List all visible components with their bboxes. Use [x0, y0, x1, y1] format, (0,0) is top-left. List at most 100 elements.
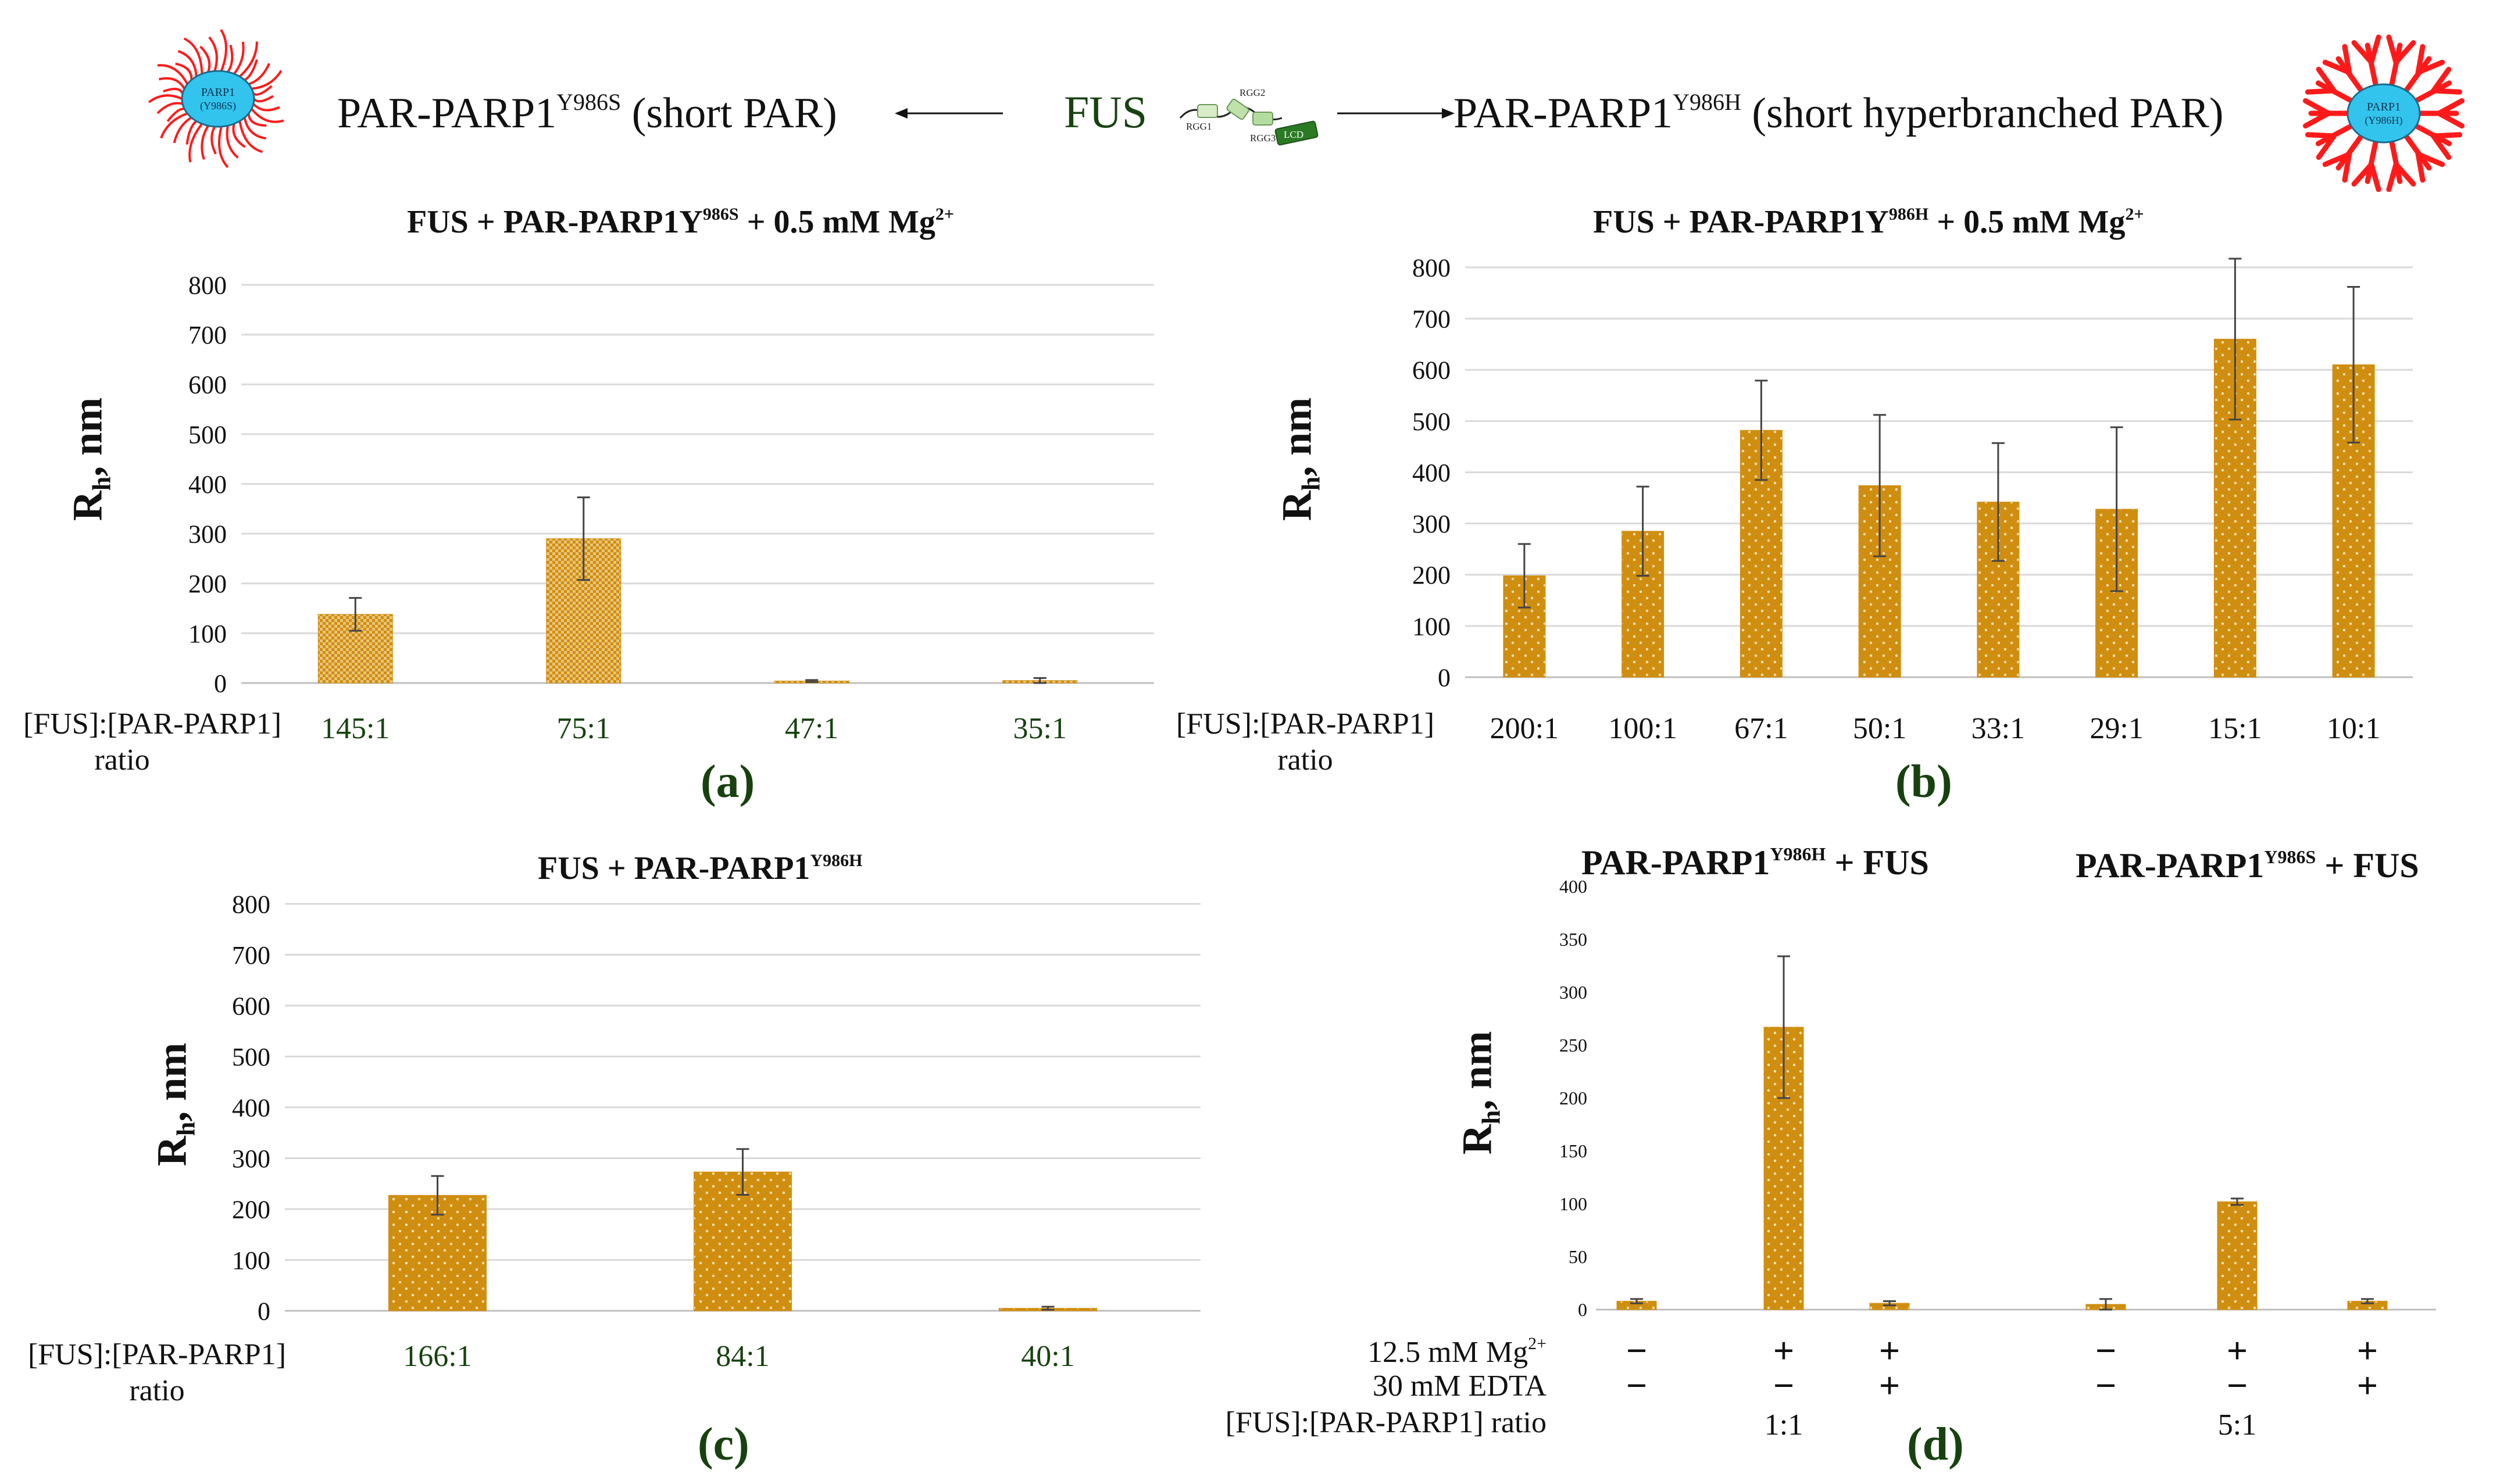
header-left-label: PAR-PARP1Y986S (short PAR) [337, 89, 837, 137]
right-bubble-line1: PARP1 [2367, 101, 2401, 113]
condition-sign: + [1879, 1365, 1900, 1406]
y-tick-label: 300 [188, 520, 227, 549]
condition-sign: − [2095, 1365, 2116, 1406]
right-arrow-icon [1337, 108, 1455, 119]
x-category-label: 84:1 [716, 1340, 769, 1373]
panel-b-title: FUS + PAR-PARP1Y986H + 0.5 mM Mg2+ [1593, 204, 2144, 240]
panel-d-label: (d) [1907, 1419, 1964, 1470]
y-tick-label: 100 [1559, 1193, 1587, 1214]
x-category-label: 145:1 [321, 712, 390, 745]
x-category-label: 40:1 [1021, 1340, 1074, 1373]
y-tick-label: 200 [1559, 1088, 1587, 1108]
y-tick-label: 0 [1578, 1299, 1587, 1320]
condition-sign: − [1626, 1330, 1647, 1371]
y-tick-label: 600 [1412, 356, 1451, 385]
panel-d-group1-title: PAR-PARP1Y986H + FUS [1581, 843, 1929, 882]
rgg1-label: RGG1 [1186, 121, 1212, 132]
panel-d-ratio-row-label: [FUS]:[PAR-PARP1] ratio [1225, 1406, 1546, 1439]
bar [2217, 1201, 2258, 1310]
y-tick-label: 500 [1412, 407, 1451, 436]
y-tick-label: 400 [1412, 459, 1451, 487]
y-tick-label: 700 [188, 321, 227, 349]
y-tick-label: 100 [232, 1246, 270, 1275]
x-category-label: 67:1 [1734, 712, 1788, 745]
panel-c-title: FUS + PAR-PARP1Y986H [538, 850, 863, 886]
y-tick-label: 250 [1559, 1035, 1587, 1056]
condition-sign: − [2227, 1365, 2248, 1406]
condition-sign: − [2095, 1330, 2116, 1371]
left-bubble-line2: (Y986S) [200, 100, 236, 112]
x-category-label: 50:1 [1853, 712, 1906, 745]
header-right-label: PAR-PARP1Y986H (short hyperbranched PAR) [1453, 89, 2224, 137]
y-tick-label: 300 [1412, 510, 1451, 538]
par-parp1-y986h-icon: PARP1 (Y986H) [2303, 34, 2465, 192]
header: PARP1 (Y986S) PAR-PARP1Y986S (short PAR)… [0, 0, 2518, 192]
panel-a-plot: 0 100 200 300 400 500 600 700 800 145:1 75:1 47:1 35… [188, 271, 1154, 745]
panel-d-ylabel: Rh, nm [1453, 1031, 1506, 1155]
x-category-label: 29:1 [2090, 712, 2143, 745]
y-tick-label: 150 [1559, 1140, 1587, 1161]
y-tick-label: 400 [232, 1093, 270, 1122]
fus-domain-icon: RGG1 RGG2 RGG3 LCD [1179, 87, 1319, 146]
x-category-label: 15:1 [2208, 712, 2262, 745]
y-tick-label: 600 [188, 371, 227, 399]
panel-b-x-row-label: [FUS]:[PAR-PARP1] ratio [1176, 707, 1435, 777]
header-fus-label: FUS [1064, 87, 1148, 137]
panel-a-label: (a) [701, 756, 755, 807]
panel-a-title: FUS + PAR-PARP1Y986S + 0.5 mM Mg2+ [407, 204, 954, 240]
y-tick-label: 700 [1412, 305, 1451, 334]
panel-b-label: (b) [1895, 756, 1952, 807]
y-tick-label: 800 [232, 890, 270, 918]
y-tick-label: 200 [188, 570, 227, 598]
panel-d-group2-title: PAR-PARP1Y986S + FUS [2076, 846, 2419, 885]
left-bubble-line1: PARP1 [201, 86, 235, 99]
x-category-label: 166:1 [403, 1340, 472, 1373]
panel-b-ylabel: Rh, nm [1273, 397, 1326, 521]
condition-sign: + [2357, 1330, 2378, 1371]
condition-sign: + [2227, 1330, 2248, 1371]
x-category-label: 200:1 [1490, 712, 1559, 745]
x-category-label: 33:1 [1971, 712, 2025, 745]
rgg3-label: RGG3 [1250, 133, 1276, 144]
y-tick-label: 800 [1412, 253, 1451, 282]
y-tick-label: 100 [1412, 612, 1451, 641]
x-category-label: 75:1 [557, 712, 610, 745]
y-tick-label: 300 [232, 1145, 270, 1173]
lcd-label: LCD [1284, 129, 1303, 140]
y-tick-label: 600 [232, 992, 270, 1020]
y-tick-label: 100 [188, 620, 227, 648]
y-tick-label: 500 [188, 420, 227, 449]
rgg2-label: RGG2 [1240, 87, 1265, 98]
ratio-label: 5:1 [2218, 1408, 2256, 1442]
y-tick-label: 350 [1559, 929, 1587, 950]
y-tick-label: 400 [188, 470, 227, 499]
x-category-label: 10:1 [2327, 712, 2380, 745]
y-tick-label: 300 [1559, 982, 1587, 1003]
panel-c-x-row-label: [FUS]:[PAR-PARP1] ratio [27, 1338, 287, 1407]
left-arrow-icon [895, 108, 1003, 119]
ratio-label: 1:1 [1765, 1408, 1803, 1442]
panel-a-x-row-label: [FUS]:[PAR-PARP1] ratio [23, 707, 282, 777]
condition-sign: + [2357, 1365, 2378, 1406]
condition-sign: − [1773, 1365, 1794, 1406]
y-tick-label: 700 [232, 941, 270, 970]
panel-d-mg-row-label: 12.5 mM Mg2+ [1367, 1334, 1546, 1369]
panel-c-ylabel: Rh, nm [148, 1042, 201, 1167]
y-tick-label: 200 [232, 1195, 270, 1224]
condition-sign: − [1626, 1365, 1647, 1406]
y-tick-label: 0 [258, 1297, 270, 1325]
x-category-label: 47:1 [785, 712, 838, 745]
condition-sign: + [1773, 1330, 1794, 1371]
condition-sign: + [1879, 1330, 1900, 1371]
right-bubble-line2: (Y986H) [2365, 115, 2403, 127]
x-category-label: 100:1 [1608, 712, 1677, 745]
y-tick-label: 500 [232, 1043, 270, 1071]
x-category-label: 35:1 [1013, 712, 1067, 745]
y-tick-label: 0 [214, 669, 227, 698]
y-tick-label: 0 [1438, 663, 1451, 692]
y-tick-label: 200 [1412, 561, 1451, 589]
y-tick-label: 800 [188, 271, 227, 299]
y-tick-label: 50 [1569, 1246, 1587, 1267]
